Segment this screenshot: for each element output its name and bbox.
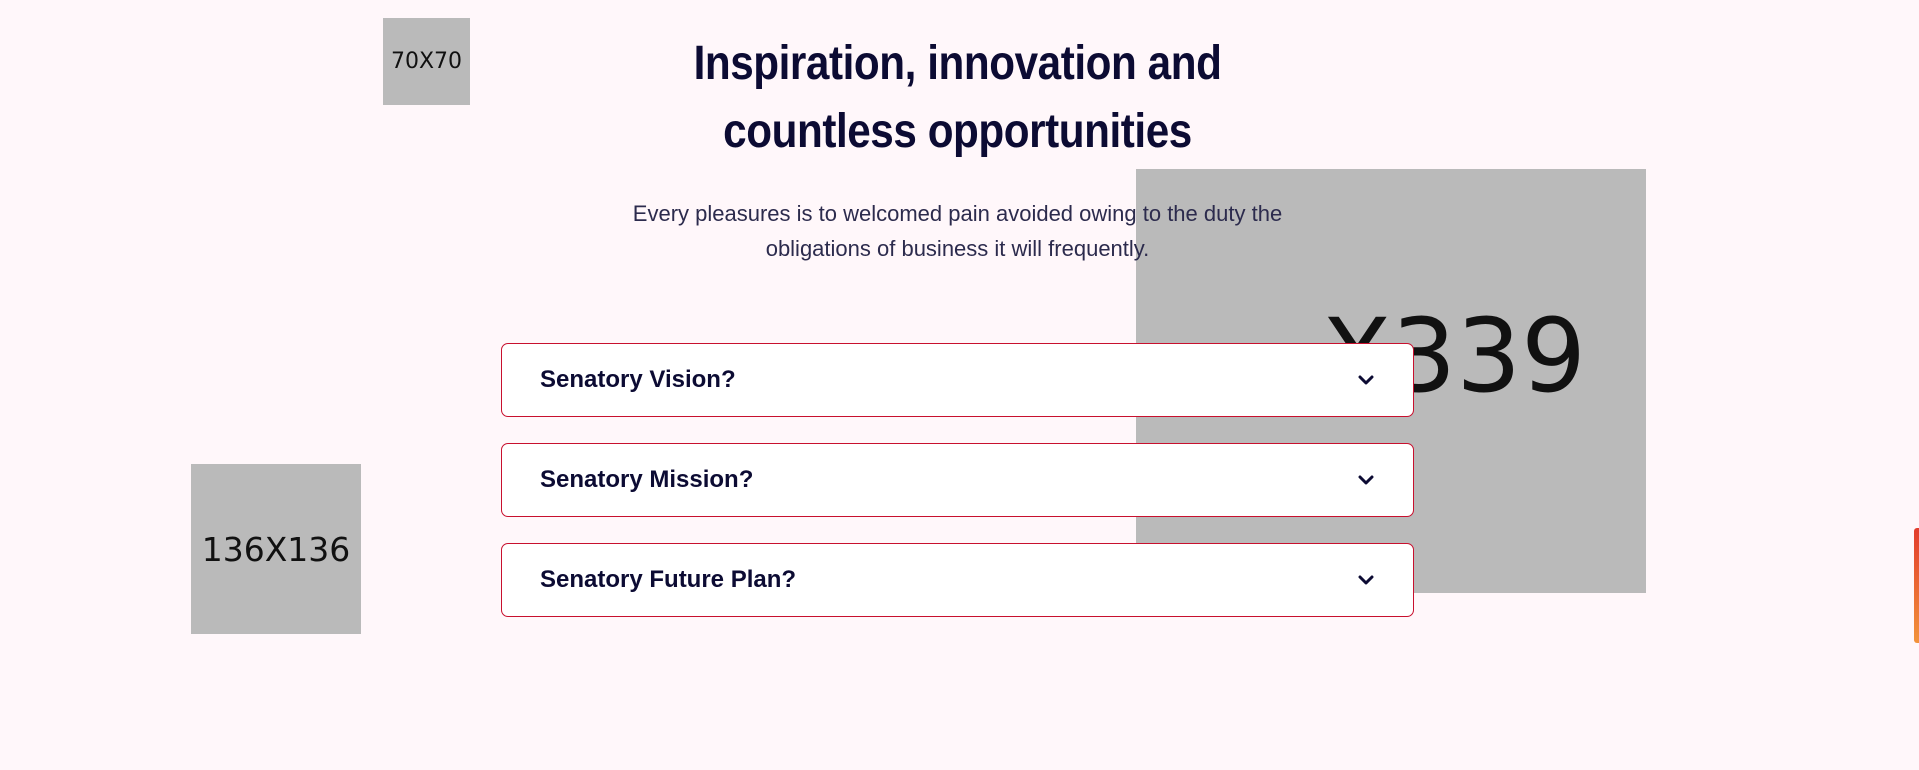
heading-line-1: Inspiration, innovation and: [693, 37, 1222, 90]
description-line-1: Every pleasures is to welcomed pain avoi…: [632, 201, 1283, 226]
faq-accordion: Senatory Vision? Senatory Mission? Senat…: [501, 343, 1414, 643]
accordion-title: Senatory Vision?: [540, 366, 736, 393]
accordion-item-mission[interactable]: Senatory Mission?: [501, 443, 1414, 517]
section-heading: Inspiration, innovation and countless op…: [608, 30, 1308, 166]
section-description: Every pleasures is to welcomed pain avoi…: [600, 196, 1315, 266]
chevron-down-icon[interactable]: [1357, 473, 1375, 487]
accordion-title: Senatory Future Plan?: [540, 566, 797, 593]
chevron-down-icon[interactable]: [1357, 373, 1375, 387]
placeholder-image-medium: 136X136: [191, 464, 361, 634]
accordion-title: Senatory Mission?: [540, 466, 754, 493]
chevron-down-icon[interactable]: [1357, 573, 1375, 587]
description-line-2: obligations of business it will frequent…: [765, 236, 1150, 261]
accordion-item-vision[interactable]: Senatory Vision?: [501, 343, 1414, 417]
accordion-item-future-plan[interactable]: Senatory Future Plan?: [501, 543, 1414, 617]
scroll-to-top-tab[interactable]: [1914, 528, 1919, 643]
heading-line-2: countless opportunities: [723, 105, 1192, 158]
placeholder-label: 70X70: [390, 49, 463, 74]
placeholder-image-small: 70X70: [383, 18, 470, 105]
placeholder-label: 136X136: [201, 529, 351, 569]
